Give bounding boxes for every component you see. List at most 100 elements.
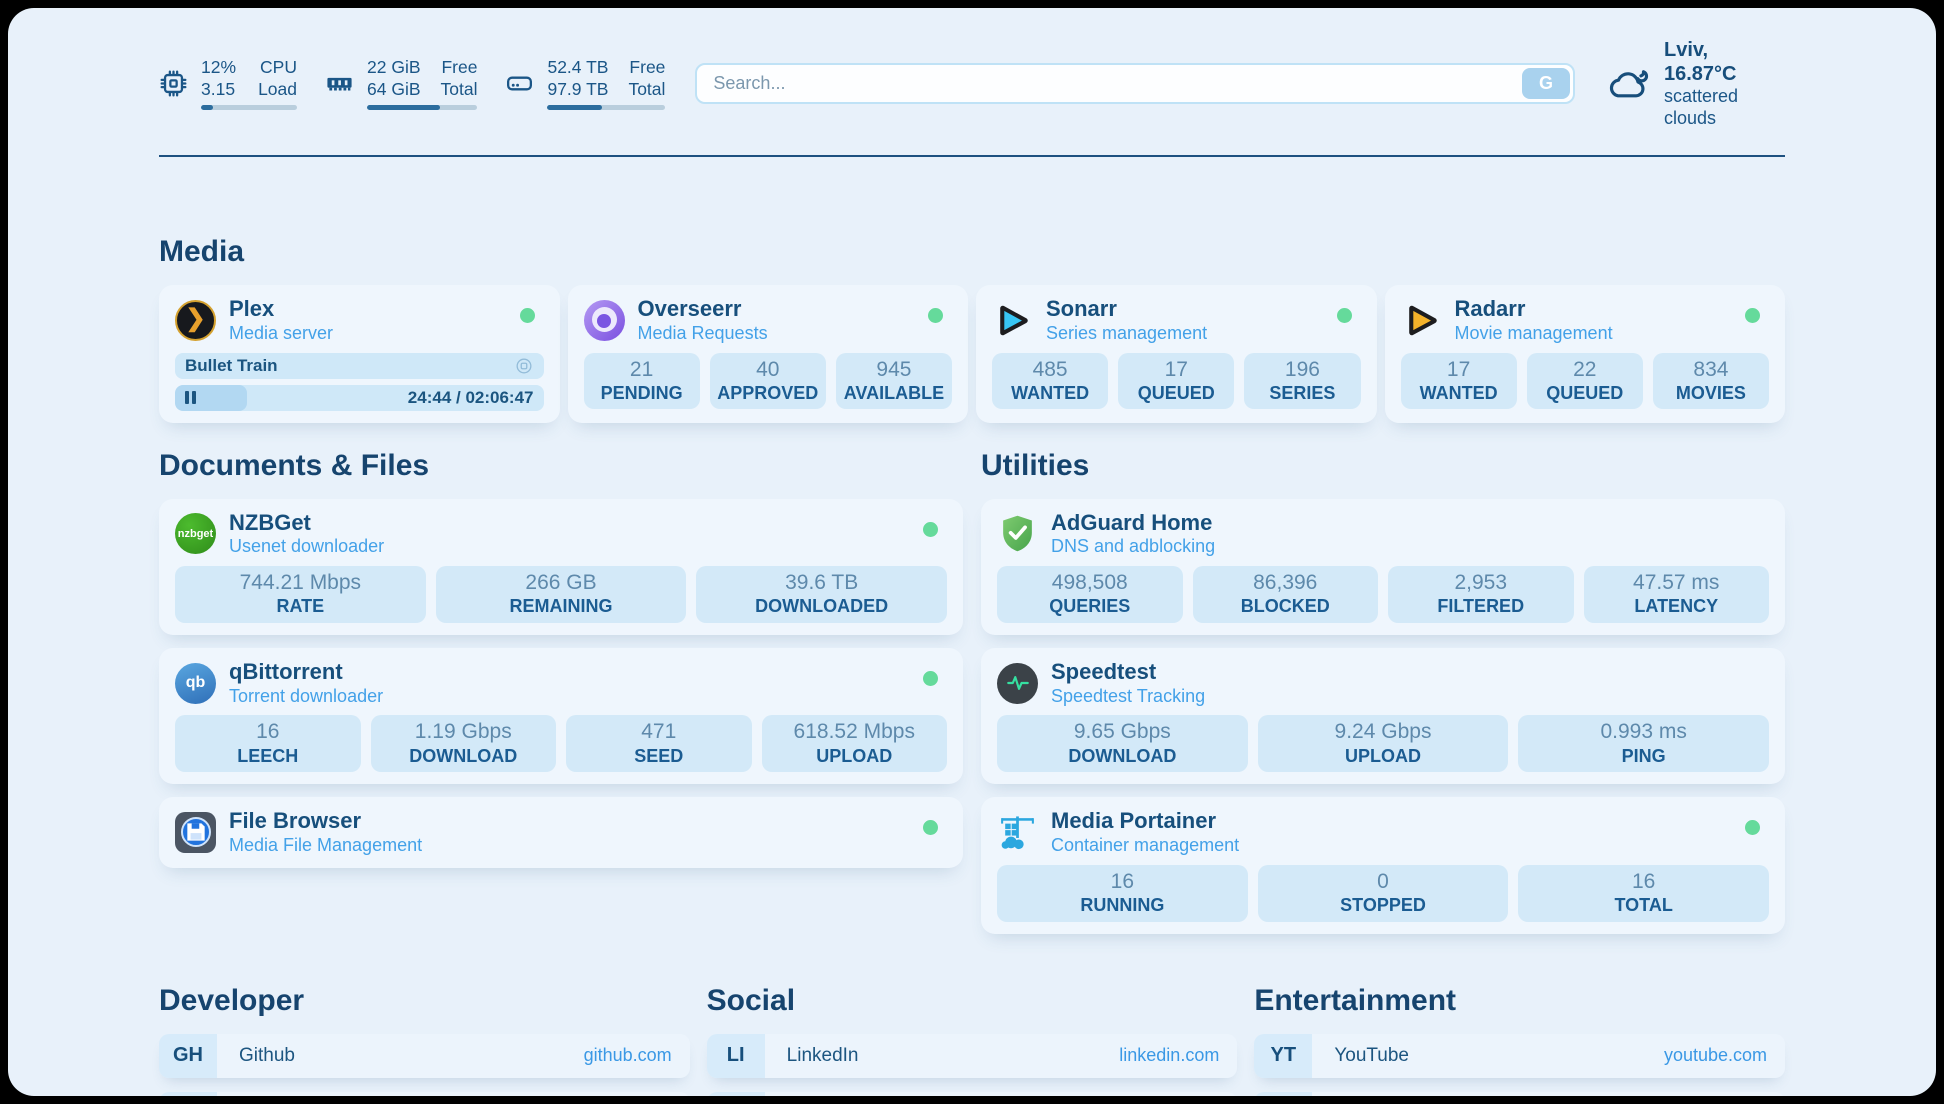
stat-tile-download: 1.19 Gbps DOWNLOAD: [370, 715, 556, 773]
stat-value: 9.24 Gbps: [1334, 720, 1432, 744]
ram-icon: [325, 69, 354, 98]
search-input[interactable]: [695, 63, 1575, 105]
app-card-plex[interactable]: ❯ Plex Media server Bullet Train: [159, 285, 560, 423]
app-subtitle-qbittorrent: Torrent downloader: [229, 685, 384, 706]
status-dot: [1745, 308, 1760, 324]
search-engine-button[interactable]: G: [1522, 68, 1570, 100]
ram-label-top: Free: [441, 57, 478, 78]
app-card-qbittorrent[interactable]: qb qBittorrent Torrent downloader 16 LEE…: [159, 647, 963, 785]
stat-label: QUEUED: [1137, 382, 1215, 403]
link-row-github[interactable]: GH Github github.com: [159, 1033, 690, 1078]
cpu-label-bottom: Load: [258, 78, 297, 99]
app-card-overseerr[interactable]: Overseerr Media Requests 21 PENDING 40 A…: [567, 285, 968, 423]
section-utilities: Utilities: [981, 449, 1785, 934]
link-row-youtube[interactable]: YT YouTube youtube.com: [1254, 1033, 1785, 1078]
app-subtitle-sonarr: Series management: [1046, 322, 1208, 343]
app-title-plex: Plex: [229, 296, 275, 322]
stat-value: 17: [1446, 357, 1471, 381]
stat-label: QUEUED: [1546, 382, 1624, 403]
stat-tile-remaining: 266 GB REMAINING: [435, 566, 687, 623]
link-badge: YT: [1254, 1033, 1313, 1078]
stat-value: 2,953: [1454, 571, 1508, 595]
adguard-icon: [997, 513, 1038, 554]
stat-label: TOTAL: [1614, 894, 1673, 915]
stat-label: RATE: [276, 596, 325, 617]
filebrowser-icon: [175, 811, 216, 853]
stat-value: 16: [256, 720, 280, 744]
stat-label: MOVIES: [1675, 382, 1746, 403]
stat-value: 22: [1573, 357, 1597, 381]
app-card-nzbget[interactable]: nzbget NZBGet Usenet downloader 744.21 M…: [159, 498, 963, 635]
stat-tile-download: 9.65 Gbps DOWNLOAD: [997, 715, 1248, 773]
section-documents: Documents & Files nzbget NZBGet Usenet d…: [159, 449, 963, 934]
stat-value: 9.65 Gbps: [1073, 720, 1171, 744]
section-heading-developer: Developer: [159, 983, 305, 1017]
disk-stat: 52.4 TB 97.9 TB Free Total: [505, 57, 666, 110]
app-subtitle-filebrowser: Media File Management: [229, 834, 423, 855]
link-badge: NF: [1254, 1091, 1313, 1096]
stat-value: 485: [1032, 357, 1068, 381]
stat-value: 498,508: [1051, 571, 1128, 595]
stat-label: STOPPED: [1340, 894, 1426, 915]
stat-label: DOWNLOAD: [409, 745, 518, 766]
stat-label: AVAILABLE: [843, 382, 945, 403]
section-social: Social LI LinkedIn linkedin.com TW Twitt…: [706, 984, 1238, 1096]
link-name: YouTube: [1334, 1044, 1409, 1066]
stat-label: PENDING: [600, 382, 683, 403]
stat-value: 1.19 Gbps: [414, 720, 512, 744]
stat-tile-queued: 17 QUEUED: [1118, 352, 1235, 410]
pause-icon: [185, 391, 196, 405]
weather-widget[interactable]: Lviv, 16.87°C scattered clouds: [1607, 38, 1785, 129]
stat-label: QUERIES: [1049, 596, 1131, 617]
cpu-loadavg: 3.15: [201, 78, 236, 99]
weather-location: Lviv, 16.87°C: [1664, 39, 1737, 85]
ram-free: 22 GiB: [367, 57, 421, 78]
app-card-radarr[interactable]: Radarr Movie management 17 WANTED 22 QUE…: [1384, 285, 1785, 423]
stat-value: 47.57 ms: [1633, 571, 1720, 595]
app-card-portainer[interactable]: Media Portainer Container management 16 …: [981, 797, 1785, 934]
cpu-chip-icon: [159, 69, 188, 98]
app-title-overseerr: Overseerr: [637, 296, 742, 322]
stat-tile-total: 16 TOTAL: [1518, 864, 1770, 922]
section-heading-media: Media: [159, 235, 245, 269]
dashboard-page: 12% 3.15 CPU Load: [8, 8, 1936, 1096]
disk-total: 97.9 TB: [547, 78, 609, 99]
link-row-twitter[interactable]: TW Twitter twitter.com: [706, 1091, 1238, 1096]
stat-label: LATENCY: [1634, 596, 1719, 617]
link-name: LinkedIn: [786, 1044, 859, 1066]
app-card-sonarr[interactable]: Sonarr Series management 485 WANTED 17 Q…: [976, 285, 1377, 423]
stat-tile-approved: 40 APPROVED: [709, 352, 826, 410]
stat-value: 16: [1632, 869, 1656, 893]
app-card-adguard[interactable]: AdGuard Home DNS and adblocking 498,508 …: [981, 498, 1785, 635]
system-stats: 12% 3.15 CPU Load: [159, 57, 666, 110]
stat-value: 17: [1164, 357, 1188, 381]
stat-tile-upload: 618.52 Mbps UPLOAD: [761, 715, 947, 773]
stat-tile-latency: 47.57 ms LATENCY: [1583, 566, 1769, 623]
link-row-netflix[interactable]: NF Netflix netflix.com: [1254, 1091, 1785, 1096]
disk-label-bottom: Total: [628, 78, 666, 99]
nzbget-icon: nzbget: [175, 513, 216, 555]
section-entertainment: Entertainment YT YouTube youtube.com NF …: [1254, 984, 1785, 1096]
stat-value: 618.52 Mbps: [793, 720, 915, 744]
ram-total: 64 GiB: [367, 78, 421, 99]
app-card-filebrowser[interactable]: File Browser Media File Management: [159, 797, 963, 868]
stat-value: 39.6 TB: [785, 571, 859, 595]
now-playing-row: Bullet Train: [175, 352, 544, 379]
ram-stat: 22 GiB 64 GiB Free Total: [325, 57, 478, 110]
portainer-icon: [997, 812, 1038, 853]
stat-value: 0.993 ms: [1600, 720, 1687, 744]
gear-icon[interactable]: [514, 356, 534, 376]
link-name: Github: [239, 1044, 295, 1066]
stat-label: REMAINING: [509, 596, 613, 617]
status-dot: [923, 820, 938, 836]
app-card-speedtest[interactable]: Speedtest Speedtest Tracking 9.65 Gbps D…: [981, 647, 1785, 785]
stat-value: 744.21 Mbps: [239, 571, 362, 595]
link-row-stackoverflow[interactable]: SO StackOverflow stackoverflow.com: [159, 1091, 690, 1096]
link-row-linkedin[interactable]: LI LinkedIn linkedin.com: [706, 1033, 1238, 1078]
stat-value: 834: [1693, 357, 1729, 381]
stat-value: 86,396: [1253, 571, 1318, 595]
disk-progress-bar: [547, 104, 666, 110]
link-badge: TW: [706, 1091, 765, 1096]
link-url: youtube.com: [1663, 1045, 1767, 1065]
playback-progress-bar: 24:44 / 02:06:47: [175, 384, 544, 411]
